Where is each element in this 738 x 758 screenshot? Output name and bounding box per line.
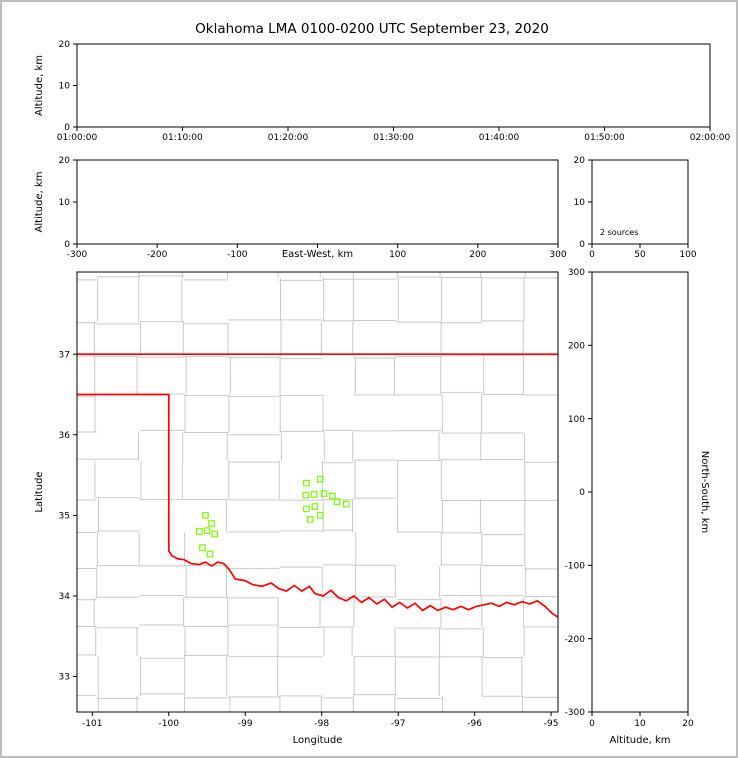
y-tick-label: 33: [59, 673, 70, 683]
x-tick-label: 0: [589, 250, 595, 260]
lma-source-point: [316, 512, 324, 519]
lma-source-point: [206, 550, 214, 558]
map-content: [77, 272, 558, 712]
x-tick-label: 10: [634, 719, 646, 729]
time-tick-label: 01:00:00: [57, 133, 98, 143]
y-tick-label: -100: [565, 562, 586, 572]
y-tick-label: 10: [59, 82, 71, 92]
lma-source-point: [342, 500, 350, 508]
lma-source-point: [333, 498, 341, 506]
y-tick-label: 34: [59, 592, 71, 602]
lma-source-point: [211, 530, 218, 538]
y-tick-label: 20: [59, 156, 71, 166]
y-tick-label: -200: [565, 635, 586, 645]
y-tick-label: 35: [59, 512, 70, 522]
ew-height-panel: [76, 159, 559, 245]
y-axis-label-north-south: North-South, km: [699, 451, 710, 534]
x-tick-label: 100: [679, 250, 696, 260]
lma-source-point: [202, 512, 209, 519]
y-tick-label: 300: [568, 268, 585, 278]
x-tick-label: 300: [549, 250, 566, 260]
x-axis-label-altitude: Altitude, km: [610, 735, 671, 746]
sources-count-label: 2 sources: [600, 228, 638, 237]
x-axis-label-east-west: East-West, km: [282, 249, 353, 260]
y-axis-label-latitude: Latitude: [34, 471, 45, 512]
state-border-line: [77, 393, 558, 619]
x-axis-label-longitude: Longitude: [293, 735, 343, 746]
time-height-panel: [76, 43, 711, 128]
y-axis-label-altitude: Altitude, km: [34, 172, 45, 233]
time-tick-label: 02:00:00: [690, 133, 731, 143]
y-tick-label: 100: [568, 415, 585, 425]
x-tick-label: 20: [682, 719, 694, 729]
y-tick-label: 10: [574, 198, 586, 208]
figure-title: Oklahoma LMA 0100-0200 UTC September 23,…: [195, 21, 549, 37]
lma-source-point: [303, 479, 310, 487]
y-tick-label: -300: [565, 708, 586, 718]
time-tick-label: 01:10:00: [162, 133, 203, 143]
panels-group: 01:00:00 01:10:00 01:20:00 01:30:00 01:40:00…: [34, 40, 730, 746]
x-tick-label: -98: [314, 719, 329, 729]
x-tick-label: 50: [634, 250, 646, 260]
y-tick-label: 37: [59, 350, 70, 360]
map-panel: [76, 271, 559, 713]
time-tick-label: 01:50:00: [584, 133, 625, 143]
lma-source-point: [208, 520, 215, 527]
lma-source-point: [310, 491, 318, 498]
y-tick-label: 20: [574, 156, 586, 166]
x-tick-label: -100: [227, 250, 248, 260]
lma-source-point: [303, 505, 310, 513]
x-tick-label: -97: [391, 719, 406, 729]
lma-source-point: [311, 503, 319, 510]
x-tick-label: 0: [589, 719, 595, 729]
y-tick-label: 0: [579, 240, 585, 250]
y-axis-label-altitude: Altitude, km: [34, 55, 45, 116]
y-tick-label: 10: [59, 198, 71, 208]
x-tick-label: 200: [469, 250, 486, 260]
x-tick-label: -100: [159, 719, 180, 729]
x-tick-label: 100: [389, 250, 406, 260]
lma-source-point: [316, 475, 324, 483]
y-tick-label: 20: [59, 40, 71, 50]
y-tick-label: 200: [568, 342, 585, 352]
time-tick-label: 01:40:00: [479, 133, 520, 143]
time-tick-label: 01:20:00: [268, 133, 309, 143]
lma-source-point: [306, 516, 314, 523]
lma-source-point: [196, 528, 203, 535]
x-tick-label: -95: [544, 719, 559, 729]
x-tick-label: -300: [67, 250, 88, 260]
ns-height-panel: [591, 271, 689, 713]
lma-source-point: [199, 544, 206, 551]
x-tick-label: -96: [467, 719, 482, 729]
y-tick-label: 0: [579, 488, 585, 498]
lma-source-point: [203, 527, 211, 535]
x-tick-label: -101: [82, 719, 102, 729]
y-tick-label: 0: [64, 123, 70, 133]
lma-source-point: [302, 491, 309, 499]
lma-source-point: [329, 492, 336, 500]
y-tick-label: 36: [59, 431, 71, 441]
x-tick-label: -99: [238, 719, 253, 729]
x-tick-label: -200: [147, 250, 168, 260]
y-tick-label: 0: [64, 240, 70, 250]
time-tick-label: 01:30:00: [373, 133, 414, 143]
lma-source-point: [320, 490, 328, 497]
